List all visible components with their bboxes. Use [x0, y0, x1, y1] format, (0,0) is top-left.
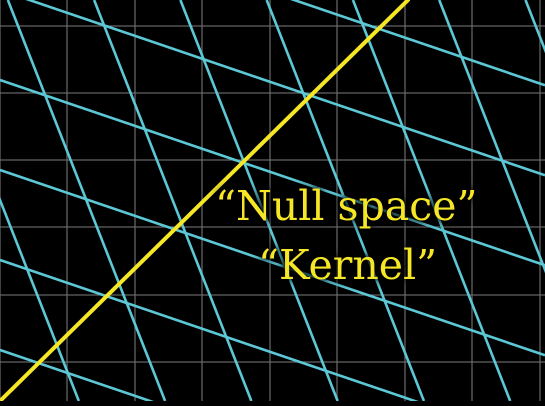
skewed-grid-line-steep	[265, 0, 426, 402]
skewed-grid-line-steep	[0, 196, 81, 402]
skewed-grid-line-shallow	[25, 0, 545, 177]
skewed-grid-line-shallow	[0, 78, 545, 267]
skewed-grid-line-steep	[438, 0, 545, 274]
skewed-grid-line-steep	[351, 0, 512, 402]
kernel-label: “Kernel”	[258, 241, 438, 289]
null-space-line	[0, 0, 410, 403]
skewed-grid-line-shallow	[0, 168, 545, 357]
skewed-grid-line-steep	[179, 0, 339, 402]
skewed-grid-line-steep	[6, 0, 167, 402]
skewed-grid-line-steep	[524, 0, 545, 54]
skewed-grid-line-shallow	[0, 258, 434, 406]
skewed-grid-line-shallow	[290, 0, 545, 87]
null-space-label: “Null space”	[215, 182, 478, 230]
skewed-grid-line-shallow	[0, 348, 169, 406]
skewed-grid-line-steep	[92, 0, 253, 402]
